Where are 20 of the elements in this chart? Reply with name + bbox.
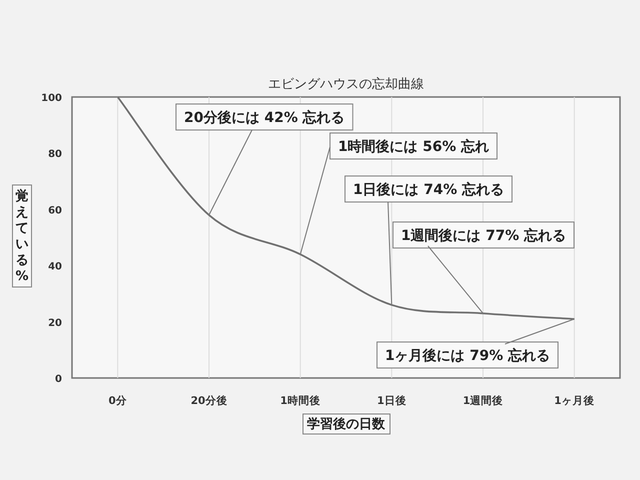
x-tick-label: 0分 [108, 394, 128, 407]
annotation: 1週間後には 77% 忘れる [401, 227, 566, 244]
annotation: 1時間後には 56% 忘れ [338, 138, 489, 155]
x-tick-label: 1日後 [377, 394, 406, 407]
x-tick-label: 1時間後 [280, 394, 320, 407]
y-axis-title: 覚えている% [15, 188, 29, 284]
chart-title: エビングハウスの忘却曲線 [268, 76, 424, 92]
y-tick-label: 60 [48, 205, 62, 216]
annotation: 1ヶ月後には 79% 忘れる [385, 347, 550, 364]
y-tick-label: 0 [55, 374, 62, 385]
annotation: 1日後には 74% 忘れる [353, 181, 504, 198]
y-tick-label: 100 [41, 93, 62, 104]
y-tick-label: 80 [48, 149, 62, 160]
x-tick-label: 1週間後 [462, 394, 504, 407]
y-tick-label: 40 [48, 262, 62, 273]
x-axis-title: 学習後の日数 [307, 416, 386, 432]
annotation: 20分後には 42% 忘れる [184, 109, 345, 126]
y-tick-label: 20 [48, 318, 62, 329]
x-tick-label: 20分後 [190, 394, 228, 407]
x-tick-label: 1ヶ月後 [554, 394, 594, 407]
